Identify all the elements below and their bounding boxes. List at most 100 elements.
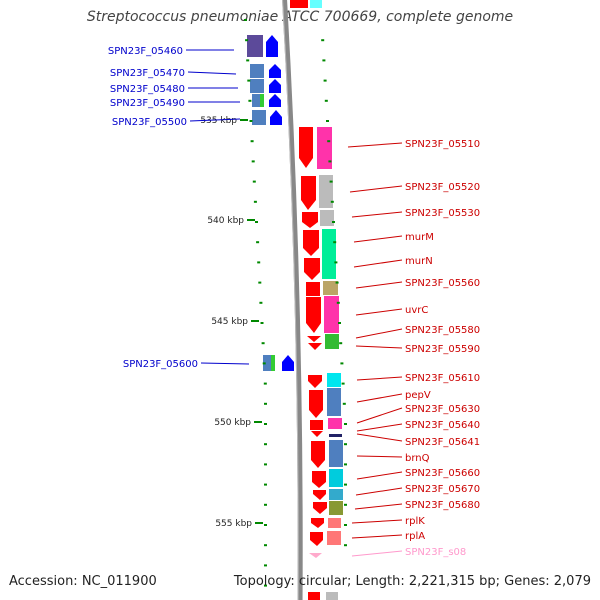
- minor-tick: [329, 180, 333, 183]
- forward-arrow[interactable]: [301, 176, 316, 210]
- minor-tick: [323, 79, 327, 82]
- gene-label[interactable]: SPN23F_05670: [405, 484, 480, 495]
- label-leader-line: [349, 185, 403, 193]
- reverse-arrow[interactable]: [282, 355, 294, 371]
- feature-box[interactable]: [327, 531, 341, 545]
- gene-label[interactable]: SPN23F_05610: [405, 373, 480, 384]
- feature-box[interactable]: [325, 334, 339, 349]
- forward-arrow[interactable]: [311, 518, 324, 528]
- feature-box[interactable]: [327, 373, 341, 387]
- feature-box[interactable]: [329, 440, 343, 467]
- feature-box[interactable]: [250, 64, 264, 78]
- minor-tick: [253, 200, 257, 203]
- minor-tick: [342, 402, 346, 405]
- feature-box[interactable]: [329, 434, 342, 437]
- ruler-tick-label: 555 kbp: [215, 519, 252, 529]
- forward-arrow[interactable]: [313, 502, 327, 514]
- gene-label[interactable]: SPN23F_05580: [405, 325, 480, 336]
- label-leader-line: [351, 550, 403, 557]
- gene-label[interactable]: brnQ: [405, 453, 430, 464]
- minor-ticks: [244, 19, 347, 587]
- gene-label[interactable]: SPN23F_05641: [405, 437, 480, 448]
- reverse-arrow[interactable]: [269, 94, 281, 107]
- minor-tick: [260, 322, 264, 324]
- forward-arrow[interactable]: [302, 212, 318, 228]
- forward-arrow[interactable]: [313, 490, 326, 500]
- forward-arrow[interactable]: [310, 532, 323, 546]
- reverse-arrow[interactable]: [269, 79, 281, 93]
- label-leader-line: [356, 471, 403, 480]
- feature-box[interactable]: [263, 355, 271, 371]
- feature-box[interactable]: [324, 296, 339, 333]
- feature-box[interactable]: [310, 420, 323, 430]
- minor-tick: [344, 443, 347, 446]
- forward-arrow[interactable]: [304, 258, 320, 280]
- forward-arrow[interactable]: [311, 441, 325, 468]
- gene-label[interactable]: SPN23F_05630: [405, 404, 480, 415]
- minor-tick: [248, 99, 252, 102]
- feature-box[interactable]: [327, 388, 341, 416]
- gene-label[interactable]: rplA: [405, 531, 425, 542]
- feature-box[interactable]: [252, 94, 262, 107]
- gene-label[interactable]: rplK: [405, 516, 425, 527]
- gene-label[interactable]: uvrC: [405, 305, 428, 316]
- forward-arrow[interactable]: [311, 431, 323, 437]
- ruler-tick-label: 535 kbp: [200, 116, 237, 126]
- forward-arrow[interactable]: [309, 390, 323, 418]
- gene-label[interactable]: SPN23F_05460: [108, 46, 183, 57]
- minor-tick: [264, 443, 267, 446]
- feature-box[interactable]: [260, 94, 264, 107]
- label-leader-line: [356, 376, 403, 381]
- reverse-arrow[interactable]: [269, 64, 281, 78]
- minor-tick: [344, 463, 347, 466]
- gene-label[interactable]: SPN23F_05490: [110, 98, 185, 109]
- gene-label[interactable]: SPN23F_05470: [110, 68, 185, 79]
- gene-label[interactable]: SPN23F_05680: [405, 500, 480, 511]
- feature-box[interactable]: [320, 210, 334, 226]
- feature-box[interactable]: [271, 355, 275, 371]
- minor-tick: [336, 301, 340, 304]
- feature-box[interactable]: [328, 418, 342, 429]
- feature-box[interactable]: [328, 518, 341, 528]
- forward-arrow[interactable]: [306, 297, 321, 333]
- feature-box[interactable]: [322, 229, 336, 279]
- feature-box[interactable]: [306, 282, 320, 296]
- feature-box[interactable]: [319, 175, 333, 208]
- gene-label[interactable]: murM: [405, 232, 434, 243]
- gene-label[interactable]: SPN23F_s08: [405, 547, 466, 558]
- forward-arrow[interactable]: [307, 336, 321, 342]
- forward-arrow[interactable]: [309, 553, 322, 558]
- gene-label[interactable]: SPN23F_05660: [405, 468, 480, 479]
- gene-label[interactable]: murN: [405, 256, 433, 267]
- gene-label[interactable]: SPN23F_05510: [405, 139, 480, 150]
- minor-tick: [257, 261, 261, 264]
- feature-box[interactable]: [329, 489, 343, 500]
- forward-arrow[interactable]: [308, 343, 322, 350]
- feature-box[interactable]: [329, 501, 343, 515]
- forward-arrow[interactable]: [308, 375, 322, 388]
- forward-arrow[interactable]: [299, 127, 313, 168]
- gene-label[interactable]: SPN23F_05560: [405, 278, 480, 289]
- label-leader-line: [187, 71, 237, 75]
- gene-label[interactable]: SPN23F_05590: [405, 344, 480, 355]
- reverse-arrow[interactable]: [266, 35, 278, 57]
- gene-label[interactable]: SPN23F_05480: [110, 84, 185, 95]
- gene-label[interactable]: pepV: [405, 390, 431, 401]
- forward-arrow[interactable]: [312, 471, 326, 488]
- minor-tick: [264, 584, 267, 587]
- feature-box[interactable]: [247, 35, 263, 57]
- label-leader-line: [351, 534, 403, 539]
- feature-box[interactable]: [317, 127, 332, 169]
- forward-arrow[interactable]: [303, 230, 319, 256]
- feature-box[interactable]: [329, 469, 343, 487]
- gene-label[interactable]: SPN23F_05600: [123, 359, 198, 370]
- reverse-arrow[interactable]: [270, 110, 282, 125]
- gene-label[interactable]: SPN23F_05500: [112, 117, 187, 128]
- gene-label[interactable]: SPN23F_05520: [405, 182, 480, 193]
- feature-box[interactable]: [250, 79, 264, 93]
- feature-box[interactable]: [323, 281, 338, 295]
- gene-label[interactable]: SPN23F_05640: [405, 420, 480, 431]
- gene-label[interactable]: SPN23F_05530: [405, 208, 480, 219]
- feature-box[interactable]: [252, 110, 266, 125]
